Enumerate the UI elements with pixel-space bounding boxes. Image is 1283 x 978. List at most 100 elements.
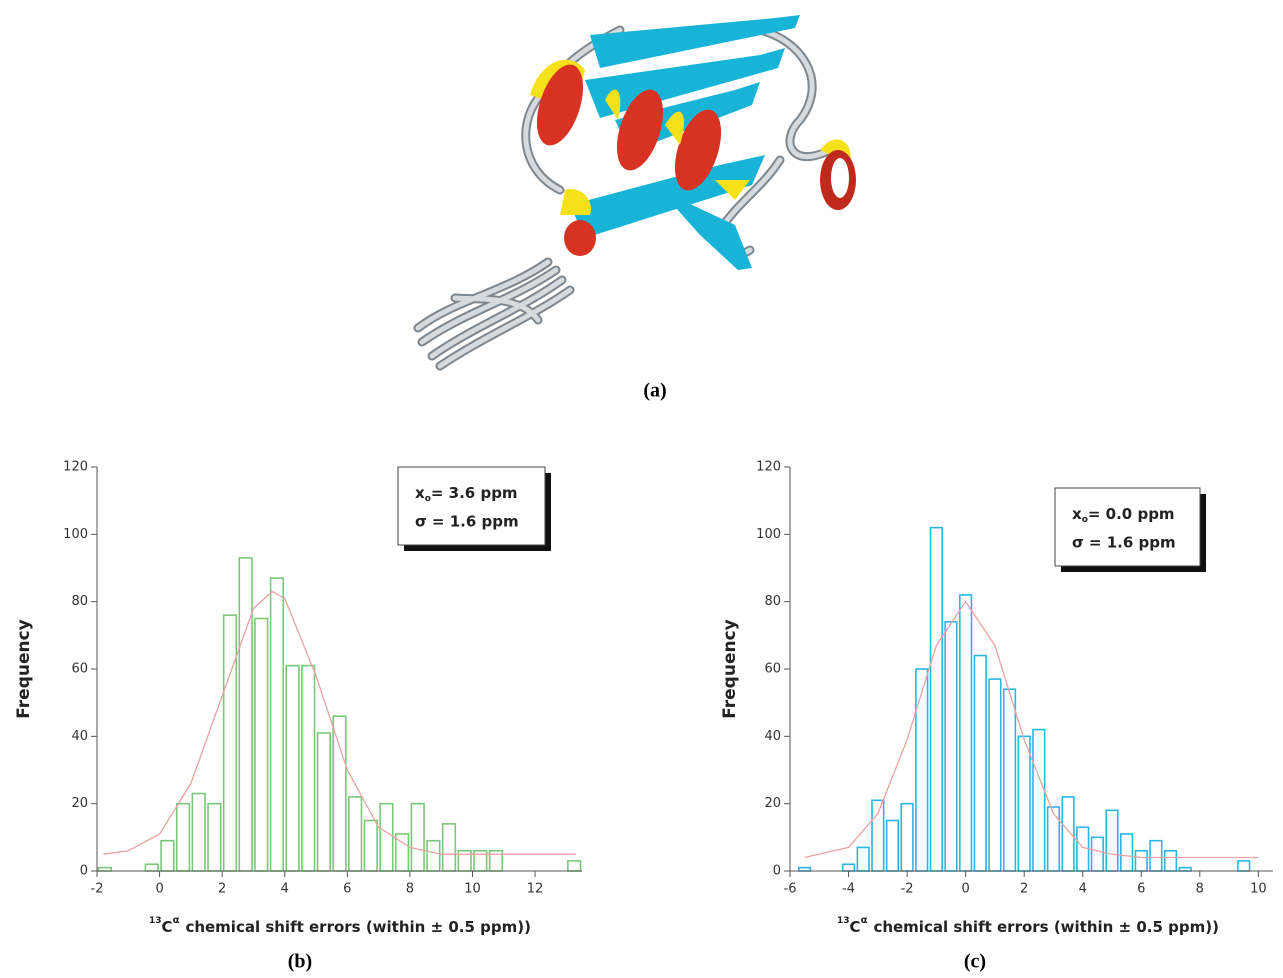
annotation-mean-text: = 0.0 ppm <box>1088 505 1175 523</box>
bar <box>1090 836 1104 872</box>
x-axis-label: 13Cα chemical shift errors (within ± 0.5 … <box>837 915 1219 936</box>
bar <box>222 614 238 872</box>
bar <box>254 617 269 872</box>
bar <box>1046 806 1061 872</box>
annotation-mean: xo= 0.0 ppm <box>1072 505 1175 525</box>
protein-structure <box>413 15 856 371</box>
y-axis-label: Frequency <box>720 619 740 719</box>
y-tick-label: 120 <box>756 460 781 475</box>
bar <box>97 866 112 872</box>
bar <box>567 860 582 872</box>
panel-label: (b) <box>288 951 312 973</box>
bar <box>944 621 958 872</box>
x-tick-label: 6 <box>1137 882 1145 897</box>
bar <box>269 577 285 872</box>
x-tick-label: 0 <box>155 882 163 897</box>
bar <box>160 839 175 872</box>
annotation-mean-text: = 3.6 ppm <box>431 484 518 502</box>
bar <box>959 594 973 872</box>
bar <box>426 839 441 872</box>
y-tick-label: 100 <box>63 527 88 542</box>
bar <box>144 863 159 872</box>
y-tick-label: 20 <box>764 796 781 811</box>
y-tick-label: 60 <box>71 662 88 677</box>
y-tick-label: 40 <box>71 729 88 744</box>
fit-curve <box>103 590 576 855</box>
bar <box>1061 796 1075 872</box>
bar <box>1017 735 1031 872</box>
y-axis-label: Frequency <box>14 619 34 719</box>
bar <box>1163 849 1178 872</box>
x-tick-label: -6 <box>784 882 797 897</box>
y-tick-label: 80 <box>71 594 88 609</box>
bar <box>1149 839 1163 872</box>
x-tick-label: 4 <box>1079 882 1087 897</box>
x-label-superscript: α <box>173 915 180 926</box>
y-tick-label: 60 <box>764 662 781 677</box>
fit-curve <box>804 600 1259 859</box>
x-tick-label: 12 <box>527 882 544 897</box>
panel-label: (c) <box>964 951 986 973</box>
x-tick-label: 8 <box>1196 882 1204 897</box>
x-label-superscript: α <box>861 915 868 926</box>
annotation-subscript: o <box>1082 515 1088 525</box>
annotation-subscript: o <box>425 494 431 504</box>
y-tick-label: 80 <box>764 594 781 609</box>
annotation-mean: xo= 3.6 ppm <box>415 484 518 504</box>
x-label-atom: C <box>850 918 861 936</box>
bar <box>856 846 870 872</box>
bar <box>885 819 900 872</box>
bar <box>207 802 222 872</box>
x-tick-label: -2 <box>91 882 104 897</box>
bar <box>1120 833 1134 872</box>
bar <box>301 664 316 872</box>
bar <box>379 802 394 872</box>
x-tick-label: 2 <box>1020 882 1028 897</box>
x-tick-label: 2 <box>218 882 226 897</box>
panel-label: (a) <box>643 380 666 402</box>
bar <box>285 664 300 872</box>
x-tick-label: 10 <box>464 882 481 897</box>
annotation-box <box>1054 487 1201 567</box>
bar <box>798 866 812 872</box>
x-label-isotope: 13 <box>149 916 162 926</box>
y-tick-label: 100 <box>756 527 781 542</box>
x-tick-label: -4 <box>842 882 855 897</box>
bar <box>841 863 856 872</box>
bar <box>332 715 347 872</box>
x-tick-label: 4 <box>281 882 289 897</box>
bar <box>1076 826 1090 872</box>
bar <box>1032 728 1046 872</box>
annotation-sigma: σ = 1.6 ppm <box>415 513 519 531</box>
y-tick-label: 20 <box>71 796 88 811</box>
bar <box>1105 809 1119 872</box>
bar <box>915 668 929 872</box>
bar <box>988 678 1002 872</box>
bar <box>316 732 331 872</box>
bar <box>871 799 885 872</box>
x-label-text: chemical shift errors (within ± 0.5 ppm)… <box>873 918 1219 936</box>
annotation-symbol: x <box>1072 505 1082 523</box>
x-axis-label: 13Cα chemical shift errors (within ± 0.5 … <box>149 915 531 936</box>
bar <box>410 802 425 872</box>
x-tick-label: -2 <box>901 882 914 897</box>
bar <box>1002 688 1017 872</box>
y-tick-label: 0 <box>80 864 88 879</box>
bar <box>900 802 914 872</box>
bar <box>175 802 191 872</box>
x-label-isotope: 13 <box>837 916 850 926</box>
bar <box>929 526 943 872</box>
x-tick-label: 6 <box>343 882 351 897</box>
x-tick-label: 10 <box>1250 882 1267 897</box>
bar <box>363 819 378 872</box>
x-label-atom: C <box>162 918 173 936</box>
bar <box>441 823 457 872</box>
bar <box>191 792 206 872</box>
y-tick-label: 120 <box>63 460 88 475</box>
bar <box>973 654 987 872</box>
x-label-text: chemical shift errors (within ± 0.5 ppm)… <box>185 918 531 936</box>
x-tick-label: 0 <box>961 882 969 897</box>
annotation-box <box>397 466 546 546</box>
bar <box>1134 849 1148 872</box>
